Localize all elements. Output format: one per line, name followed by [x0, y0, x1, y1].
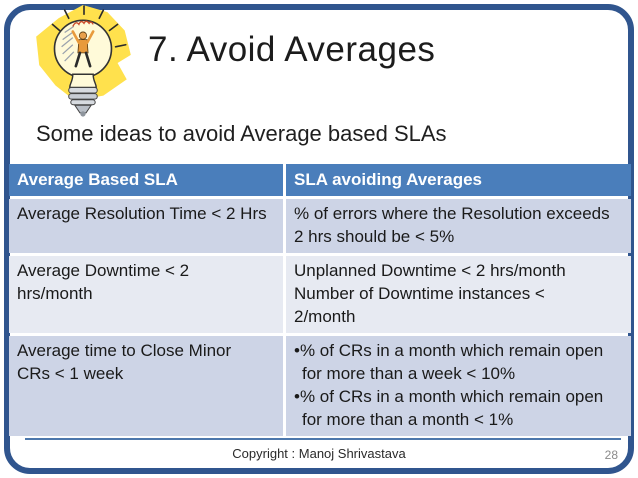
cell-text-line: •% of CRs in a month which remain open — [294, 341, 604, 360]
copyright-text: Copyright : Manoj Shrivastava — [232, 446, 406, 461]
cell-text-line: 2 hrs should be < 5% — [294, 227, 455, 246]
lightbulb-idea-icon — [36, 5, 131, 117]
cell-sla-avoiding-averages: Unplanned Downtime < 2 hrs/month Number o… — [286, 256, 631, 333]
cell-text-line: Average Resolution Time < 2 Hrs — [17, 204, 267, 223]
sla-comparison-table: Average Based SLA SLA avoiding Averages … — [9, 164, 631, 439]
slide-border-frame — [4, 4, 634, 474]
column-header-sla-avoiding-averages: SLA avoiding Averages — [286, 164, 631, 196]
table-row: Average Resolution Time < 2 Hrs % of erro… — [9, 199, 631, 253]
slide-subtitle: Some ideas to avoid Average based SLAs — [36, 121, 447, 146]
cell-sla-avoiding-averages: •% of CRs in a month which remain open fo… — [286, 336, 631, 436]
text-item: Unplanned Downtime < 2 hrs/month Number o… — [294, 259, 623, 328]
table-body: Average Resolution Time < 2 Hrs % of erro… — [9, 199, 631, 436]
footer-divider — [25, 438, 621, 440]
cell-average-based-sla: Average time to Close Minor CRs < 1 week — [9, 336, 283, 436]
cell-text-line: for more than a month < 1% — [302, 410, 514, 429]
cell-sla-avoiding-averages: % of errors where the Resolution exceeds… — [286, 199, 631, 253]
table-row: Average Downtime < 2 hrs/month Unplanned D… — [9, 256, 631, 333]
cell-text-line: hrs/month — [17, 284, 93, 303]
page-number: 28 — [604, 448, 618, 462]
table-row: Average time to Close Minor CRs < 1 week •… — [9, 336, 631, 436]
cell-average-based-sla: Average Resolution Time < 2 Hrs — [9, 199, 283, 253]
cell-text-line: for more than a week < 10% — [302, 364, 516, 383]
cell-text-line: Average Downtime < 2 — [17, 261, 190, 280]
cell-text-line: CRs < 1 week — [17, 364, 124, 383]
cell-text-line: •% of CRs in a month which remain open — [294, 387, 604, 406]
bullet-item: •% of CRs in a month which remain open fo… — [294, 339, 623, 385]
cell-average-based-sla: Average Downtime < 2 hrs/month — [9, 256, 283, 333]
text-item: % of errors where the Resolution exceeds… — [294, 202, 623, 248]
column-header-average-based-sla: Average Based SLA — [9, 164, 283, 196]
table-header-row: Average Based SLA SLA avoiding Averages — [9, 164, 631, 196]
cell-text-line: 2/month — [294, 307, 356, 326]
slide-title: 7. Avoid Averages — [148, 30, 436, 69]
cell-text-line: Number of Downtime instances < — [294, 284, 545, 303]
cell-text-line: % of errors where the Resolution exceeds — [294, 204, 610, 223]
cell-text-line: Unplanned Downtime < 2 hrs/month — [294, 261, 566, 280]
bullet-item: •% of CRs in a month which remain open fo… — [294, 385, 623, 431]
cell-text-line: Average time to Close Minor — [17, 341, 232, 360]
